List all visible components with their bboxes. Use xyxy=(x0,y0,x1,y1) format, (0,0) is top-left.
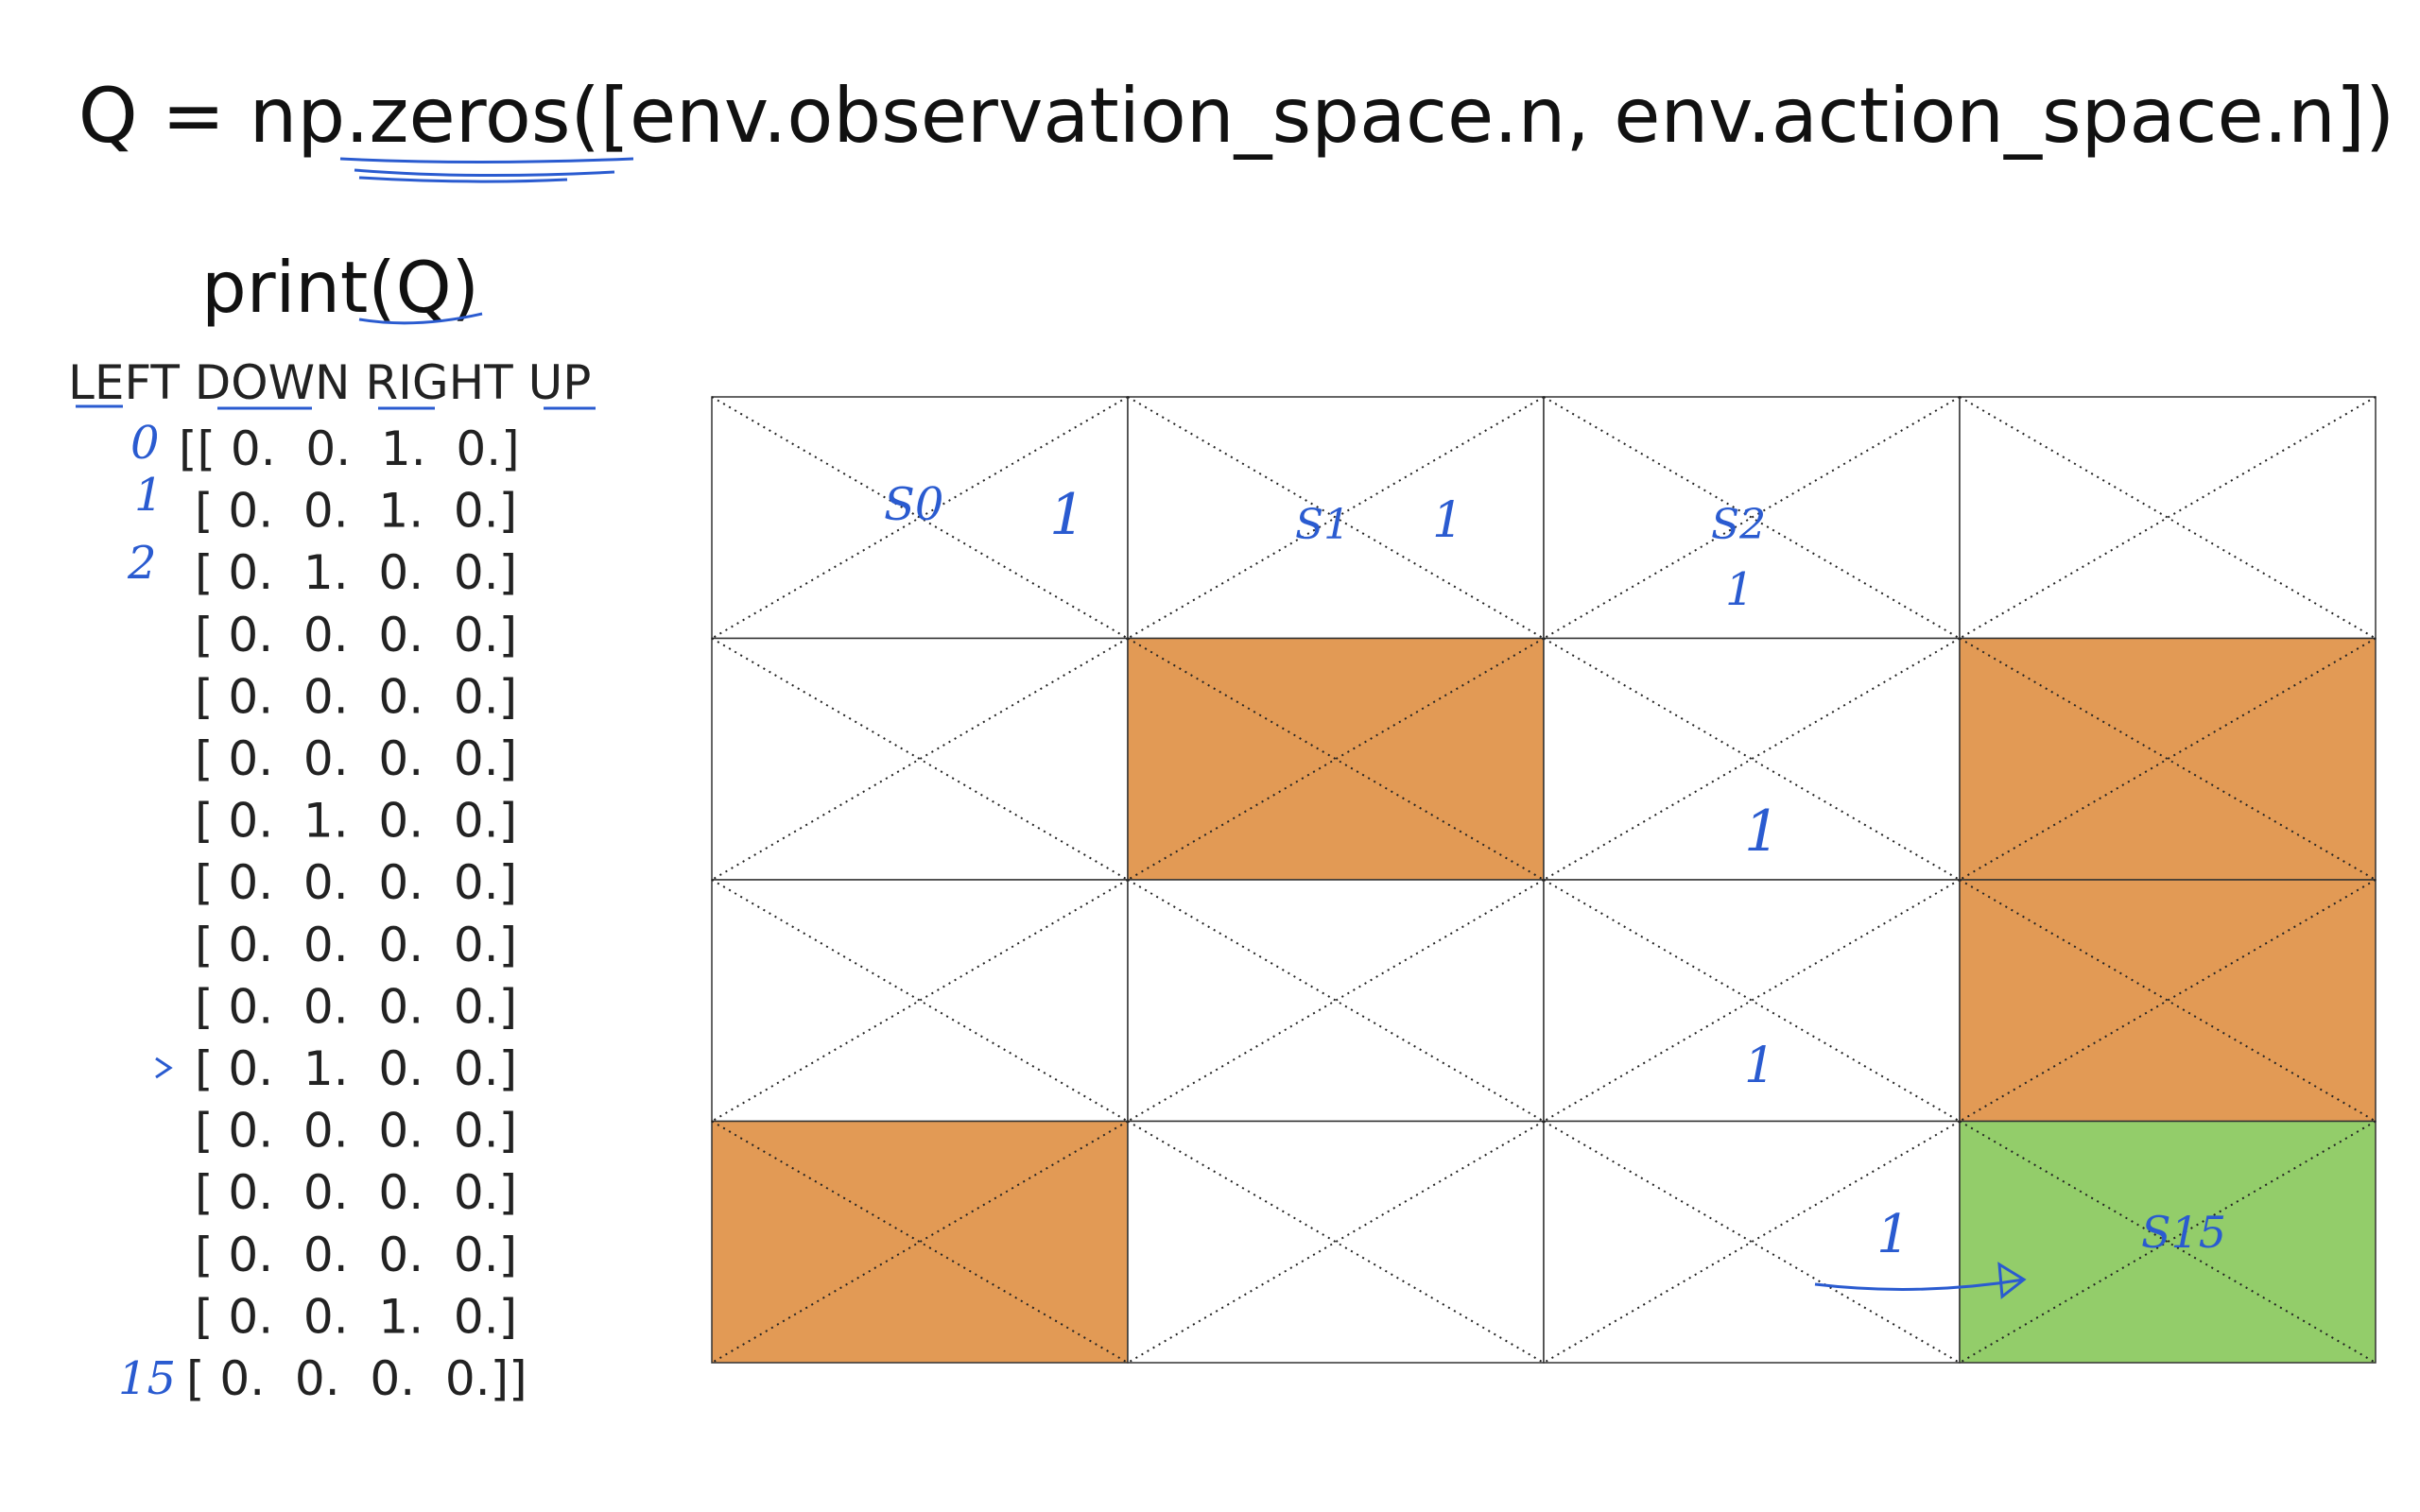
diagonal xyxy=(1127,396,1545,640)
handwritten-label: S0 xyxy=(884,478,943,531)
diagonal xyxy=(1543,1120,1961,1364)
matrix-row: [ 0. 0. 0. 0.] xyxy=(195,918,517,972)
diagonal xyxy=(1959,1120,2377,1364)
underline xyxy=(76,404,596,410)
matrix-row: [ 0. 0. 0. 0.] xyxy=(195,979,517,1034)
row-index: 15 xyxy=(118,1352,176,1405)
grid-cell xyxy=(1959,637,2377,881)
diagonal xyxy=(1127,1120,1545,1364)
handwritten-label: 1 xyxy=(1744,1038,1775,1094)
diagonal xyxy=(1543,637,1961,881)
diagonal xyxy=(1959,1120,2377,1364)
grid-cell xyxy=(1127,879,1545,1123)
matrix-row: [ 0. 0. 0. 0.] xyxy=(195,669,517,724)
code-title: Q = np.zeros([env.observation_space.n, e… xyxy=(78,72,2394,160)
diagonal xyxy=(711,637,1129,881)
diagonal xyxy=(711,396,1129,640)
matrix-header: LEFT DOWN RIGHT UP xyxy=(68,355,591,410)
grid-cell xyxy=(711,637,1129,881)
diagonal xyxy=(1127,396,1545,640)
diagonal xyxy=(711,879,1129,1123)
grid-cell xyxy=(1959,396,2377,640)
diagonal xyxy=(1127,637,1545,881)
diagonal xyxy=(1543,637,1961,881)
matrix-row: [ 0. 0. 0. 0.]] xyxy=(186,1351,527,1406)
matrix-row: [ 0. 0. 0. 0.] xyxy=(195,731,517,786)
handwritten-label: 1 xyxy=(1432,492,1463,549)
grid-cell xyxy=(1959,879,2377,1123)
grid-cell xyxy=(711,879,1129,1123)
diagonal xyxy=(711,1120,1129,1364)
handwritten-label: S2 xyxy=(1711,501,1766,549)
print-call: print(Q) xyxy=(201,246,479,329)
diagonal xyxy=(711,396,1129,640)
matrix-row: [ 0. 1. 0. 0.] xyxy=(195,545,517,600)
row-index: 1 xyxy=(134,469,164,522)
diagonal xyxy=(1543,879,1961,1123)
grid-cell xyxy=(1127,637,1545,881)
row-index: 2 xyxy=(127,537,157,590)
diagonal xyxy=(1959,637,2377,881)
matrix-row: [ 0. 0. 0. 0.] xyxy=(195,1228,517,1282)
handwritten-label: S1 xyxy=(1295,501,1350,549)
matrix-row: [ 0. 1. 0. 0.] xyxy=(195,1041,517,1096)
grid-cell xyxy=(1127,1120,1545,1364)
matrix-row: [ 0. 0. 0. 0.] xyxy=(195,1165,517,1220)
arrow-mark xyxy=(155,1057,173,1079)
matrix-rows: [[ 0. 0. 1. 0.] [ 0. 0. 1. 0.] [ 0. 1. 0. … xyxy=(179,421,527,1406)
diagonal xyxy=(1127,879,1545,1123)
handwritten-label: 1 xyxy=(1876,1204,1910,1265)
diagonal xyxy=(1127,637,1545,881)
handwritten-label: 1 xyxy=(1744,799,1780,865)
matrix-row: [ 0. 0. 1. 0.] xyxy=(195,1289,517,1344)
diagonal xyxy=(1959,879,2377,1123)
arrow xyxy=(1814,1262,2027,1299)
underline xyxy=(358,312,483,325)
diagonal xyxy=(1959,396,2377,640)
handwriting xyxy=(76,157,2027,1299)
diagonal xyxy=(1127,879,1545,1123)
diagonal xyxy=(711,879,1129,1123)
diagonal xyxy=(1543,396,1961,640)
matrix-row: [[ 0. 0. 1. 0.] xyxy=(179,421,520,476)
matrix-row: [ 0. 1. 0. 0.] xyxy=(195,794,517,849)
diagonal xyxy=(1959,879,2377,1123)
handwritten-label: S15 xyxy=(2141,1207,2226,1258)
diagonal xyxy=(1127,1120,1545,1364)
matrix-row: [ 0. 0. 0. 0.] xyxy=(195,608,517,662)
underline xyxy=(339,157,634,183)
frozen-lake-grid xyxy=(711,396,2377,1364)
matrix-row: [ 0. 0. 0. 0.] xyxy=(195,855,517,910)
diagonal xyxy=(1543,879,1961,1123)
diagonal xyxy=(711,1120,1129,1364)
matrix-row: [ 0. 0. 1. 0.] xyxy=(195,484,517,539)
diagonal xyxy=(1543,1120,1961,1364)
matrix-row: [ 0. 0. 0. 0.] xyxy=(195,1104,517,1159)
diagonal xyxy=(1959,637,2377,881)
diagonal xyxy=(1543,396,1961,640)
handwritten-label: 1 xyxy=(1049,482,1085,548)
handwritten-label: 1 xyxy=(1725,563,1754,616)
diagonal xyxy=(1959,396,2377,640)
grid-cell xyxy=(711,1120,1129,1364)
row-index: 0 xyxy=(130,417,160,470)
diagonal xyxy=(711,637,1129,881)
